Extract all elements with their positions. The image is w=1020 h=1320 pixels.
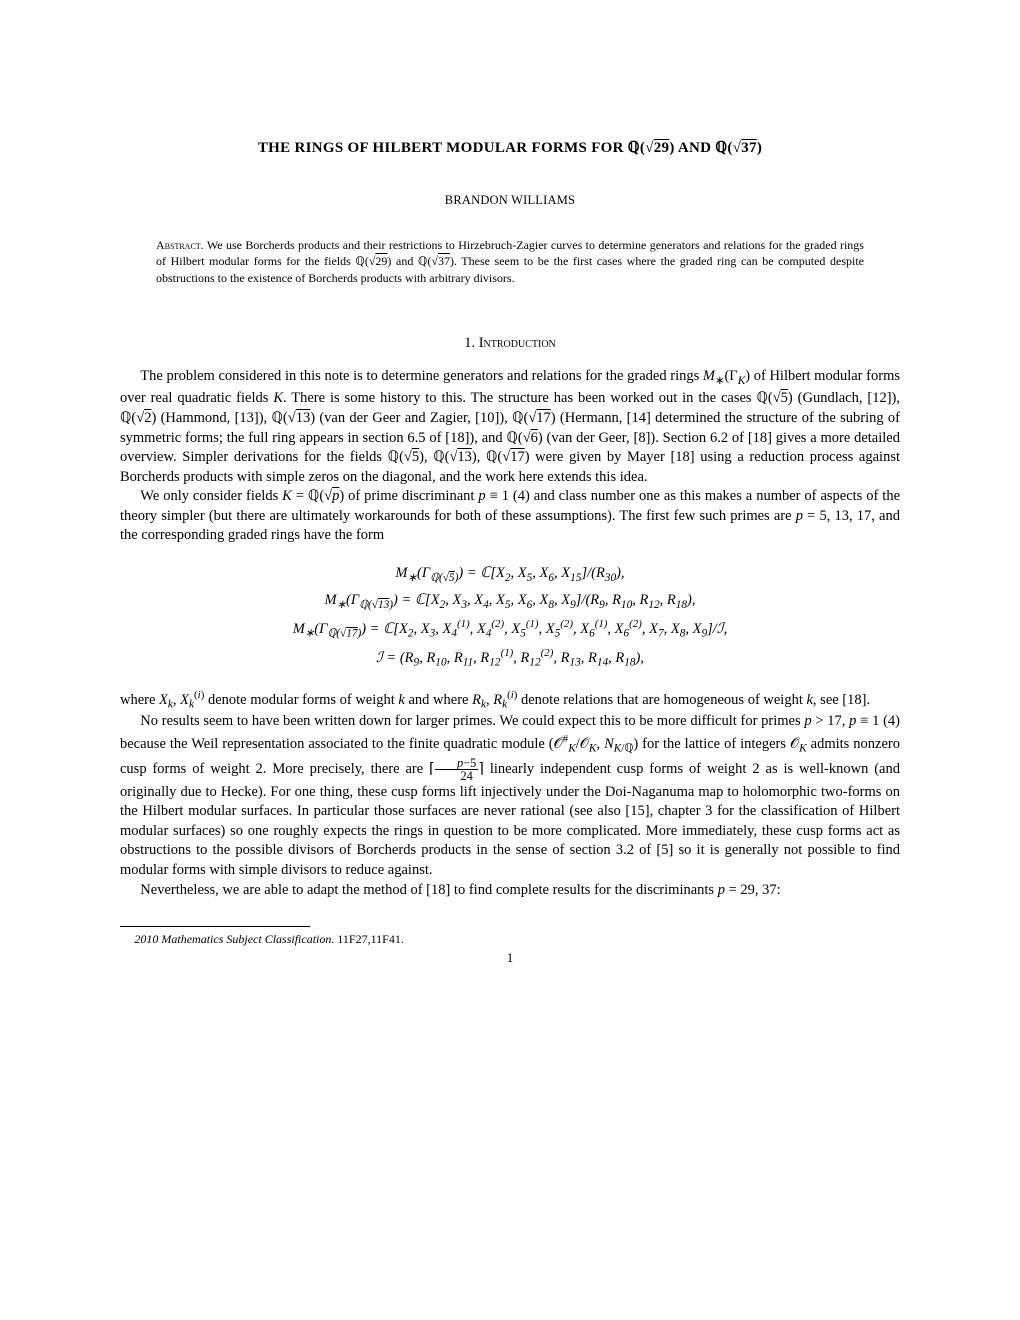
footnote-text: 11F27,11F41. <box>337 932 403 946</box>
author-name: BRANDON WILLIAMS <box>120 192 900 209</box>
equation-1: M∗(Γℚ(√5)) = ℂ[X2, X5, X6, X15]/(R30), <box>120 562 900 587</box>
footnote-rule <box>120 926 310 927</box>
section-title: Introduction <box>479 335 556 351</box>
equation-4: ℐ = (R9, R10, R11, R12(1), R12(2), R13, … <box>120 645 900 672</box>
equation-block: M∗(Γℚ(√5)) = ℂ[X2, X5, X6, X15]/(R30), M… <box>120 562 900 672</box>
page-number: 1 <box>120 949 900 967</box>
abstract-block: Abstract. We use Borcherds products and … <box>156 237 864 286</box>
page-container: THE RINGS OF HILBERT MODULAR FORMS FOR ℚ… <box>0 0 1020 1027</box>
section-heading: 1. Introduction <box>120 334 900 354</box>
paragraph-3: where Xk, Xk(i) denote modular forms of … <box>120 688 900 713</box>
paper-title: THE RINGS OF HILBERT MODULAR FORMS FOR ℚ… <box>120 138 900 158</box>
equation-2: M∗(Γℚ(√13)) = ℂ[X2, X3, X4, X5, X6, X8, … <box>120 589 900 614</box>
paragraph-5: Nevertheless, we are able to adapt the m… <box>120 881 900 901</box>
paragraph-1: The problem considered in this note is t… <box>120 367 900 487</box>
equation-3: M∗(Γℚ(√17)) = ℂ[X2, X3, X4(1), X4(2), X5… <box>120 616 900 643</box>
section-number: 1. <box>464 335 475 351</box>
paragraph-2: We only consider fields K = ℚ(√p) of pri… <box>120 487 900 546</box>
footnote: 2010 Mathematics Subject Classification.… <box>120 931 900 947</box>
footnote-label: 2010 Mathematics Subject Classification. <box>134 932 334 946</box>
abstract-text: We use Borcherds products and their rest… <box>156 238 864 284</box>
abstract-label: Abstract. <box>156 238 204 252</box>
paragraph-4: No results seem to have been written dow… <box>120 712 900 880</box>
